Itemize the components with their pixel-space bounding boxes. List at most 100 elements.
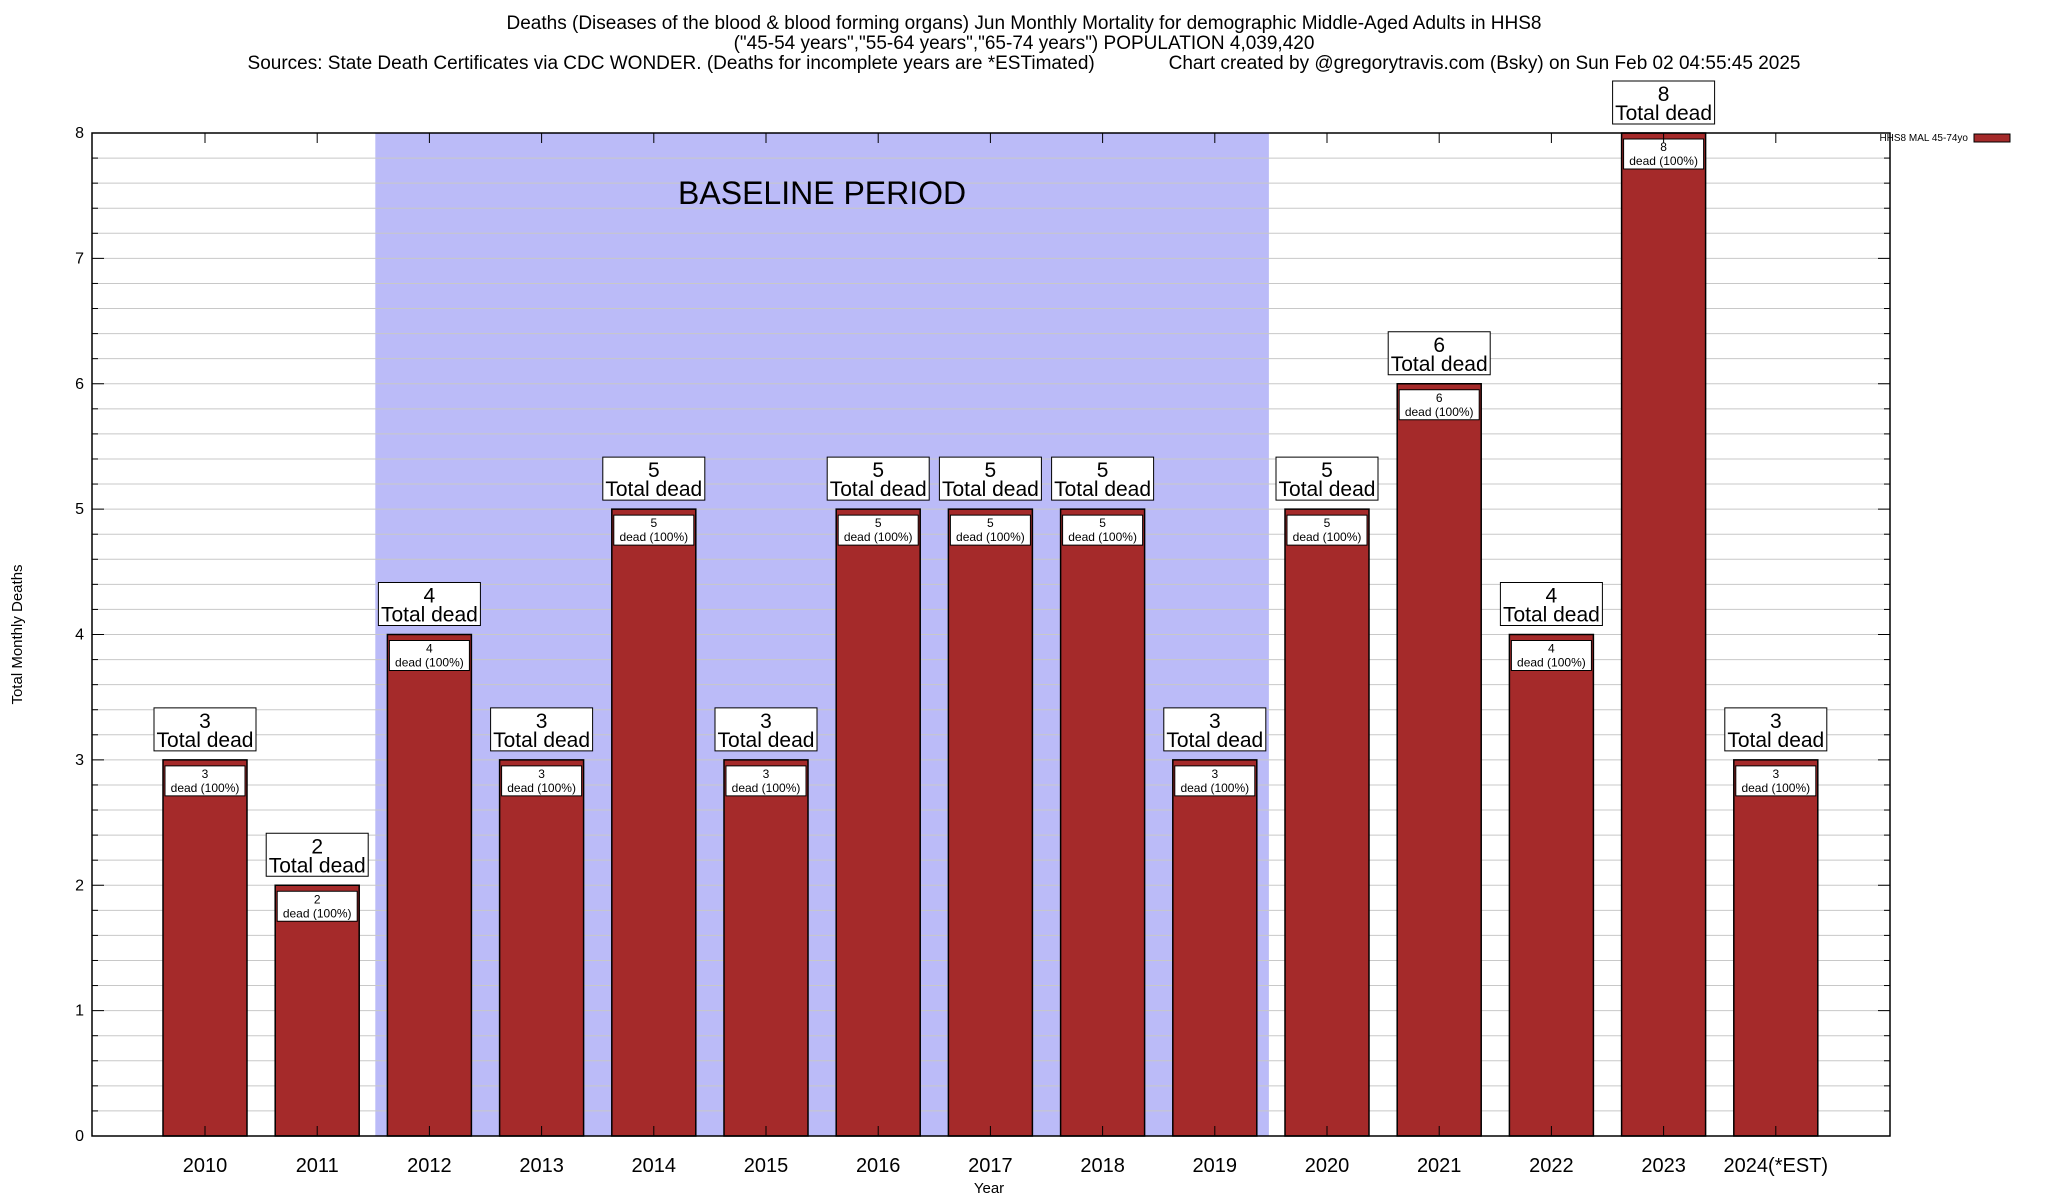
bar-total-box bbox=[1275, 456, 1379, 501]
bar-total-value: 5 bbox=[985, 459, 997, 482]
bar-inner-label-box bbox=[613, 514, 695, 546]
y-tick-label: 6 bbox=[75, 376, 84, 393]
bar-total-box bbox=[714, 707, 818, 752]
bar-total-box bbox=[1499, 582, 1603, 626]
bar-total-box bbox=[265, 832, 369, 877]
y-tick-label: 4 bbox=[75, 627, 84, 644]
bar bbox=[1172, 759, 1258, 1137]
bar-inner-value: 3 bbox=[538, 767, 545, 781]
bar-inner-label: dead (100%) bbox=[732, 781, 801, 795]
bar-total-box bbox=[490, 707, 594, 752]
bar bbox=[498, 759, 585, 1137]
bar bbox=[723, 759, 809, 1137]
bar-total-box bbox=[602, 456, 706, 501]
bar-inner-label-box bbox=[388, 640, 470, 671]
bar-total-box bbox=[1724, 707, 1828, 752]
bar-total-label: Total dead bbox=[493, 729, 590, 752]
bar bbox=[1059, 508, 1146, 1137]
bar-total-label: Total dead bbox=[1615, 102, 1712, 125]
bar-inner-value: 5 bbox=[875, 516, 882, 530]
bar-total-value: 6 bbox=[1433, 334, 1445, 357]
bar-total-value: 5 bbox=[1097, 459, 1109, 482]
x-tick-label: 2010 bbox=[183, 1155, 228, 1177]
bar-total-box bbox=[826, 456, 930, 501]
bar bbox=[1733, 759, 1819, 1137]
bar-total-value: 3 bbox=[536, 710, 548, 733]
bar-inner-value: 3 bbox=[1211, 767, 1218, 781]
bar-total-box bbox=[1163, 707, 1267, 752]
bar bbox=[947, 508, 1034, 1137]
bar-inner-value: 3 bbox=[202, 767, 209, 781]
bar-inner-label: dead (100%) bbox=[1741, 781, 1810, 795]
bar-inner-value: 4 bbox=[1548, 642, 1555, 656]
bar-total-box bbox=[1051, 456, 1155, 501]
bar-total-box bbox=[153, 707, 257, 752]
chart-titles: Deaths (Diseases of the blood & blood fo… bbox=[0, 14, 2048, 74]
bar-inner-label: dead (100%) bbox=[395, 656, 464, 670]
bar-total-value: 5 bbox=[1321, 459, 1333, 482]
x-tick-label: 2019 bbox=[1193, 1155, 1238, 1177]
bar-total-value: 5 bbox=[648, 459, 660, 482]
bar-inner-value: 5 bbox=[987, 516, 994, 530]
bar bbox=[1508, 633, 1595, 1137]
y-tick-label: 2 bbox=[75, 877, 84, 894]
bar-inner-label-box bbox=[1398, 389, 1480, 421]
bar bbox=[1620, 132, 1707, 1137]
bar-total-box bbox=[1612, 80, 1716, 125]
bar bbox=[835, 508, 921, 1137]
x-tick-label: 2024(*EST) bbox=[1724, 1155, 1829, 1177]
bar-inner-label: dead (100%) bbox=[1629, 154, 1698, 168]
y-tick-label: 3 bbox=[75, 752, 84, 769]
bar-total-box bbox=[938, 456, 1042, 501]
x-tick-label: 2021 bbox=[1417, 1155, 1462, 1177]
chart-title: Deaths (Diseases of the blood & blood fo… bbox=[506, 13, 1542, 34]
bar-inner-label: dead (100%) bbox=[283, 906, 352, 920]
x-tick-label: 2020 bbox=[1305, 1155, 1350, 1177]
x-tick-label: 2013 bbox=[519, 1155, 564, 1177]
y-tick-label: 1 bbox=[75, 1003, 84, 1020]
plot-border bbox=[91, 132, 1891, 1137]
bar-inner-value: 5 bbox=[1324, 516, 1331, 530]
bar-inner-label-box bbox=[164, 765, 246, 797]
bar-total-value: 4 bbox=[1546, 585, 1558, 608]
bar-total-value: 8 bbox=[1658, 83, 1670, 106]
bar-total-value: 4 bbox=[424, 585, 436, 608]
bar-inner-label: dead (100%) bbox=[844, 530, 913, 544]
x-tick-label: 2014 bbox=[632, 1155, 677, 1177]
x-tick-label: 2018 bbox=[1080, 1155, 1125, 1177]
bar-inner-label-box bbox=[725, 765, 807, 797]
bar bbox=[386, 633, 473, 1137]
bar-total-label: Total dead bbox=[1166, 729, 1263, 752]
y-tick-label: 5 bbox=[75, 501, 84, 518]
bar-total-label: Total dead bbox=[1503, 604, 1600, 627]
bar-inner-value: 5 bbox=[1099, 516, 1106, 530]
bar-inner-label-box bbox=[276, 890, 358, 922]
chart-subtitle: ("45-54 years","55-64 years","65-74 year… bbox=[733, 33, 1315, 54]
bar-total-label: Total dead bbox=[157, 729, 254, 752]
y-tick-label: 7 bbox=[75, 250, 84, 267]
bar-inner-label: dead (100%) bbox=[171, 781, 240, 795]
y-axis-label: Total Monthly Deaths bbox=[9, 564, 26, 704]
bar-total-value: 5 bbox=[872, 459, 884, 482]
bar-inner-label: dead (100%) bbox=[619, 530, 688, 544]
bar-inner-label: dead (100%) bbox=[507, 781, 576, 795]
baseline-period-label: BASELINE PERIOD bbox=[678, 175, 966, 211]
legend-swatch bbox=[1973, 133, 2011, 143]
y-tick-label: 0 bbox=[75, 1128, 84, 1145]
x-tick-label: 2017 bbox=[968, 1155, 1013, 1177]
bar-inner-value: 3 bbox=[763, 767, 770, 781]
bar-inner-label-box bbox=[1510, 640, 1592, 671]
bar-inner-label-box bbox=[1286, 514, 1368, 546]
chart-source-line: Sources: State Death Certificates via CD… bbox=[247, 53, 1801, 74]
bar-inner-value: 4 bbox=[426, 642, 433, 656]
bar-inner-label-box bbox=[1735, 765, 1817, 797]
bar-inner-label-box bbox=[837, 514, 919, 546]
bar-total-label: Total dead bbox=[1054, 478, 1151, 501]
bar-total-label: Total dead bbox=[830, 478, 927, 501]
bar-inner-value: 8 bbox=[1660, 140, 1667, 154]
bar-total-label: Total dead bbox=[605, 478, 702, 501]
bar-inner-label: dead (100%) bbox=[1517, 656, 1586, 670]
bar-inner-value: 2 bbox=[314, 892, 321, 906]
bar-total-label: Total dead bbox=[269, 854, 366, 877]
